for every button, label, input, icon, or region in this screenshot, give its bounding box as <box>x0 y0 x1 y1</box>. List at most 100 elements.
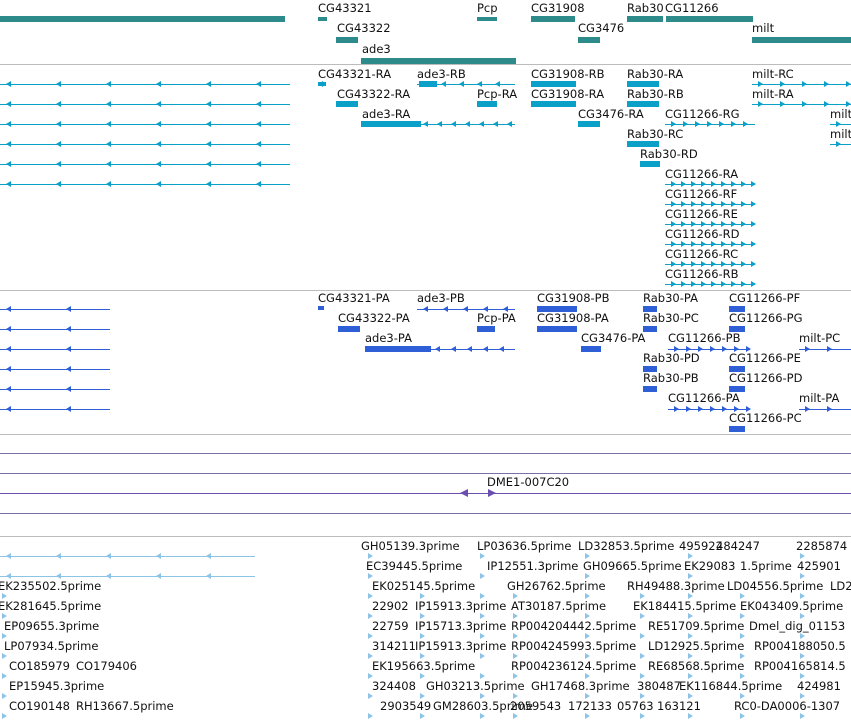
feature-bar[interactable] <box>581 346 601 352</box>
transcript-feature-label[interactable]: CG11266-RC <box>665 247 739 261</box>
gene-feature-label[interactable]: CG43322 <box>337 21 391 35</box>
transcript-feature-label[interactable]: CG11266-RE <box>665 207 738 221</box>
protein-feature-label[interactable]: CG11266-PA <box>668 391 740 405</box>
gene-bar[interactable] <box>0 16 285 22</box>
transcript-feature-label[interactable]: CG11266-RF <box>665 187 738 201</box>
transcript-feature-label[interactable]: CG43321-RA <box>318 67 392 81</box>
protein-feature-label[interactable]: milt-PA <box>799 391 840 405</box>
protein-feature-label[interactable]: milt-PC <box>799 331 841 345</box>
gene-feature-label[interactable]: ade3 <box>362 42 391 56</box>
gene-bar[interactable] <box>477 17 497 21</box>
gene-feature-label[interactable]: CG43321 <box>318 1 372 15</box>
transcript-feature-label[interactable]: CG3476-RA <box>578 107 644 121</box>
est-feature-label[interactable]: EK29083 <box>684 559 736 573</box>
feature-bar[interactable] <box>578 121 600 127</box>
est-feature-label[interactable]: 380487 <box>637 679 681 693</box>
transcript-feature-label[interactable]: CG11266-RA <box>665 167 739 181</box>
est-feature-label[interactable]: 424981 <box>797 679 841 693</box>
est-feature-label[interactable]: EC39445.5prime <box>366 559 463 573</box>
feature-bar[interactable] <box>627 141 659 147</box>
est-feature-label[interactable]: RP004165814.5 <box>754 659 846 673</box>
est-feature-label[interactable]: 425901 <box>797 559 841 573</box>
est-feature-label[interactable]: EK235502.5prime <box>0 579 102 593</box>
protein-feature-label[interactable]: CG11266-PF <box>729 291 801 305</box>
est-feature-label[interactable]: CO185979 <box>9 659 70 673</box>
feature-bar[interactable] <box>531 101 576 107</box>
gene-bar[interactable] <box>531 16 575 22</box>
est-feature-label[interactable]: 495922 <box>679 539 723 553</box>
feature-bar[interactable] <box>477 326 495 332</box>
est-feature-label[interactable]: LP07934.5prime <box>4 639 99 653</box>
est-feature-label[interactable]: LD32853.5prime <box>578 539 675 553</box>
est-feature-label[interactable]: EK025145.5prime <box>372 579 476 593</box>
est-feature-label[interactable]: RP004204442.5prime <box>511 619 637 633</box>
transcript-feature-label[interactable]: CG11266-RB <box>665 267 739 281</box>
transcript-feature-label[interactable]: Rab30-RD <box>640 147 698 161</box>
est-feature-label[interactable]: GH03213.5prime <box>426 679 525 693</box>
transcript-feature-label[interactable]: milt-RC <box>752 67 794 81</box>
gene-bar[interactable] <box>578 37 600 43</box>
est-feature-label[interactable]: LP03636.5prime <box>477 539 572 553</box>
est-feature-label[interactable]: RH49488.3prime <box>627 579 725 593</box>
protein-feature-label[interactable]: Rab30-PA <box>643 291 698 305</box>
est-feature-label[interactable]: LD12925.5prime <box>648 639 745 653</box>
gene-feature-label[interactable]: CG31908 <box>531 1 585 15</box>
transcript-feature-label[interactable]: CG31908-RA <box>531 87 605 101</box>
feature-bar[interactable] <box>318 306 324 310</box>
est-feature-label[interactable]: RP004245993.5prime <box>511 639 637 653</box>
est-feature-label[interactable]: IP12551.3prime <box>487 559 579 573</box>
est-feature-label[interactable]: 2285874 <box>796 539 848 553</box>
est-feature-label[interactable]: EP09655.3prime <box>4 619 100 633</box>
protein-feature-label[interactable]: CG11266-PB <box>668 331 741 345</box>
transcript-feature-label[interactable]: CG11266-RG <box>665 107 740 121</box>
transcript-feature-label[interactable]: milt <box>830 127 851 141</box>
est-feature-label[interactable]: 22759 <box>372 619 409 633</box>
est-feature-label[interactable]: RP004188050.5 <box>754 639 846 653</box>
feature-bar[interactable] <box>361 121 421 127</box>
est-feature-label[interactable]: EK184415.5prime <box>633 599 737 613</box>
est-feature-label[interactable]: 2903549 <box>380 699 432 713</box>
feature-bar[interactable] <box>537 306 577 312</box>
est-feature-label[interactable]: GH09665.5prime <box>583 559 682 573</box>
gene-bar[interactable] <box>336 37 358 43</box>
est-feature-label[interactable]: EK043409.5prime <box>740 599 844 613</box>
est-feature-label[interactable]: 2059543 <box>510 699 562 713</box>
transcript-feature-label[interactable]: ade3-RA <box>362 107 411 121</box>
protein-feature-label[interactable]: CG3476-PA <box>581 331 646 345</box>
transcript-feature-label[interactable]: milt-RA <box>752 87 794 101</box>
feature-bar[interactable] <box>627 101 659 107</box>
gene-feature-label[interactable]: Pcp <box>477 1 498 15</box>
feature-bar[interactable] <box>419 81 437 87</box>
gene-bar[interactable] <box>752 37 851 43</box>
feature-bar[interactable] <box>729 366 745 372</box>
gene-bar[interactable] <box>318 17 327 21</box>
transcript-feature-label[interactable]: Rab30-RC <box>627 127 684 141</box>
gene-feature-label[interactable]: milt <box>752 21 775 35</box>
transcript-feature-label[interactable]: CG43322-RA <box>337 87 411 101</box>
gene-feature-label[interactable]: Rab30 <box>627 1 664 15</box>
est-feature-label[interactable]: CO179406 <box>76 659 137 673</box>
feature-bar[interactable] <box>338 326 360 332</box>
feature-bar[interactable] <box>729 326 745 332</box>
protein-feature-label[interactable]: ade3-PB <box>417 291 465 305</box>
gene-bar[interactable] <box>627 16 663 22</box>
transcript-feature-label[interactable]: milt <box>830 107 851 121</box>
est-feature-label[interactable]: RH13667.5prime <box>76 699 174 713</box>
protein-feature-label[interactable]: CG11266-PE <box>729 351 801 365</box>
est-feature-label[interactable]: IP15913.3prime <box>415 599 507 613</box>
protein-feature-label[interactable]: CG11266-PD <box>729 371 803 385</box>
est-feature-label[interactable]: RE68568.5prime <box>648 659 745 673</box>
feature-bar[interactable] <box>365 346 431 352</box>
transcript-feature-label[interactable]: Pcp-RA <box>477 87 518 101</box>
est-feature-label[interactable]: RC0-DA0006-1307 <box>734 699 841 713</box>
est-feature-label[interactable]: LD04556.5prime <box>727 579 824 593</box>
feature-bar[interactable] <box>477 101 497 107</box>
protein-feature-label[interactable]: Rab30-PC <box>643 311 699 325</box>
protein-feature-label[interactable]: CG43322-PA <box>338 311 410 325</box>
est-feature-label[interactable]: GH17468.3prime <box>531 679 630 693</box>
protein-feature-label[interactable]: CG31908-PA <box>537 311 609 325</box>
transcript-feature-label[interactable]: Rab30-RB <box>627 87 684 101</box>
est-feature-label[interactable]: RE51709.5prime <box>648 619 745 633</box>
est-feature-label[interactable]: 163121 <box>657 699 701 713</box>
est-feature-label[interactable]: 1.5prime <box>740 559 792 573</box>
